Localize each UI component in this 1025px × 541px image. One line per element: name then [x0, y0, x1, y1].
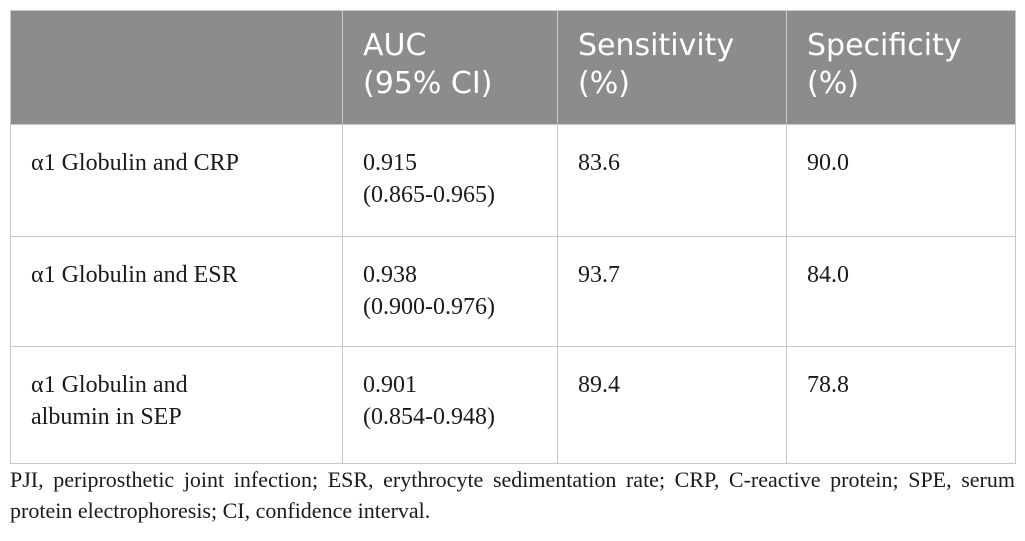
table-row: α1 Globulin and CRP 0.915 (0.865-0.965) … — [10, 124, 1016, 237]
row-label-cell: α1 Globulin and CRP — [10, 124, 343, 237]
row-label-line2: albumin in SEP — [31, 404, 182, 430]
specificity-cell: 90.0 — [786, 124, 1016, 237]
auc-ci: (0.865-0.965) — [363, 182, 495, 208]
row-label-line1: α1 Globulin and — [31, 372, 188, 398]
header-cell-sensitivity: Sensitivity (%) — [557, 10, 787, 125]
row-label: α1 Globulin and ESR — [31, 262, 238, 288]
header-specificity-line1: Specificity — [807, 28, 962, 63]
auc-value: 0.901 — [363, 372, 417, 398]
header-cell-auc: AUC (95% CI) — [342, 10, 558, 125]
sensitivity-cell: 89.4 — [557, 346, 787, 464]
header-specificity-line2: (%) — [807, 66, 859, 101]
row-label-cell: α1 Globulin and albumin in SEP — [10, 346, 343, 464]
table-row: α1 Globulin and ESR 0.938 (0.900-0.976) … — [10, 236, 1016, 347]
auc-value: 0.938 — [363, 262, 417, 288]
header-row: AUC (95% CI) Sensitivity (%) Specificity… — [10, 10, 1016, 125]
header-cell-specificity: Specificity (%) — [786, 10, 1016, 125]
auc-cell: 0.901 (0.854-0.948) — [342, 346, 558, 464]
results-table: AUC (95% CI) Sensitivity (%) Specificity… — [10, 10, 1016, 464]
header-sensitivity-line1: Sensitivity — [578, 28, 735, 63]
auc-cell: 0.915 (0.865-0.965) — [342, 124, 558, 237]
auc-ci: (0.900-0.976) — [363, 294, 495, 320]
row-label-cell: α1 Globulin and ESR — [10, 236, 343, 347]
header-sensitivity-line2: (%) — [578, 66, 630, 101]
table-row: α1 Globulin and albumin in SEP 0.901 (0.… — [10, 346, 1016, 464]
auc-ci: (0.854-0.948) — [363, 404, 495, 430]
header-auc-line1: AUC — [363, 28, 427, 63]
sensitivity-cell: 83.6 — [557, 124, 787, 237]
header-auc-line2: (95% CI) — [363, 66, 493, 101]
auc-cell: 0.938 (0.900-0.976) — [342, 236, 558, 347]
specificity-cell: 84.0 — [786, 236, 1016, 347]
sensitivity-cell: 93.7 — [557, 236, 787, 347]
auc-value: 0.915 — [363, 150, 417, 176]
row-label: α1 Globulin and CRP — [31, 150, 239, 176]
header-cell-empty — [10, 10, 343, 125]
specificity-cell: 78.8 — [786, 346, 1016, 464]
table-footnote: PJI, periprosthetic joint infection; ESR… — [10, 467, 1015, 523]
